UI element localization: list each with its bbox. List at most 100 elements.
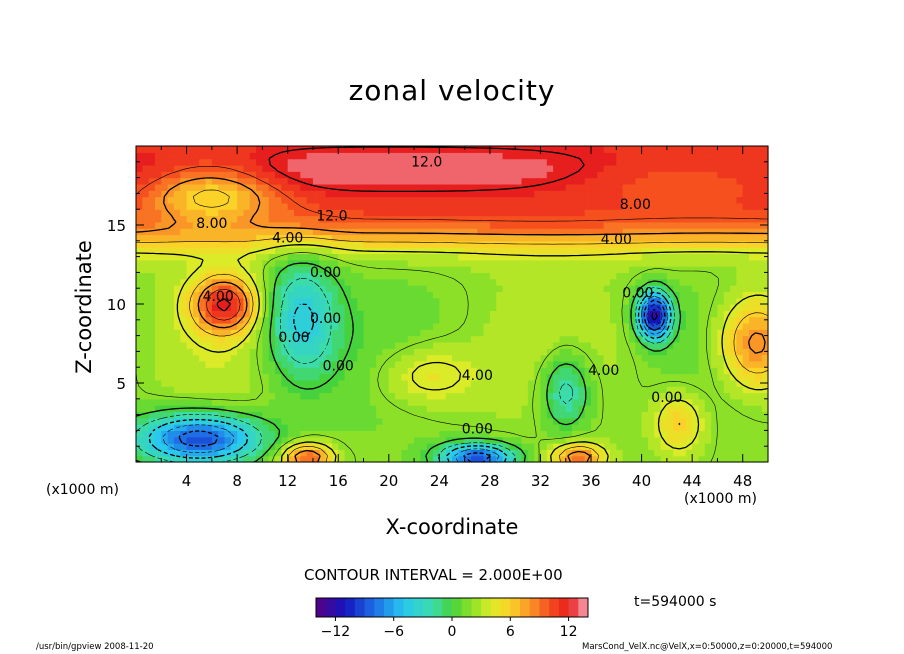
heatmap-cell bbox=[287, 335, 295, 343]
heatmap-cell bbox=[414, 272, 421, 280]
heatmap-cell bbox=[180, 367, 188, 375]
heatmap-cell bbox=[243, 379, 251, 387]
heatmap-cell bbox=[306, 354, 314, 362]
heatmap-cell bbox=[736, 449, 744, 457]
heatmap-cell bbox=[136, 278, 143, 286]
heatmap-cell bbox=[749, 304, 756, 311]
heatmap-cell bbox=[502, 152, 510, 160]
heatmap-cell bbox=[294, 291, 301, 299]
heatmap-cell bbox=[597, 373, 605, 381]
heatmap-cell bbox=[502, 190, 510, 198]
heatmap-cell bbox=[445, 272, 453, 280]
heatmap-cell bbox=[256, 221, 263, 229]
heatmap-cell bbox=[294, 411, 301, 419]
heatmap-cell bbox=[458, 196, 466, 204]
heatmap-cell bbox=[312, 259, 320, 267]
heatmap-cell bbox=[704, 329, 712, 337]
heatmap-cell bbox=[439, 247, 447, 255]
heatmap-cell bbox=[628, 158, 636, 166]
heatmap-cell bbox=[161, 411, 169, 419]
heatmap-cell bbox=[755, 152, 763, 160]
heatmap-cell bbox=[433, 322, 440, 330]
heatmap-cell bbox=[420, 430, 428, 438]
heatmap-cell bbox=[224, 455, 232, 463]
heatmap-cell bbox=[711, 240, 719, 248]
heatmap-cell bbox=[414, 278, 421, 286]
heatmap-cell bbox=[654, 272, 662, 280]
heatmap-cell bbox=[331, 247, 339, 255]
heatmap-cell bbox=[647, 272, 655, 280]
heatmap-cell bbox=[685, 354, 693, 362]
heatmap-cell bbox=[458, 424, 466, 431]
heatmap-cell bbox=[205, 253, 213, 261]
heatmap-cell bbox=[578, 310, 586, 318]
heatmap-cell bbox=[515, 228, 523, 236]
heatmap-cell bbox=[180, 360, 188, 368]
heatmap-cell bbox=[685, 443, 693, 450]
heatmap-cell bbox=[578, 398, 586, 406]
heatmap-cell bbox=[464, 278, 472, 286]
heatmap-cell bbox=[237, 240, 245, 248]
heatmap-cell bbox=[433, 190, 440, 198]
heatmap-cell bbox=[470, 417, 478, 425]
heatmap-cell bbox=[357, 202, 365, 210]
heatmap-cell bbox=[420, 196, 428, 204]
heatmap-cell bbox=[515, 367, 523, 375]
heatmap-cell bbox=[382, 183, 390, 191]
heatmap-cell bbox=[698, 405, 706, 413]
heatmap-cell bbox=[635, 411, 643, 419]
heatmap-cell bbox=[180, 177, 188, 185]
heatmap-cell bbox=[161, 430, 169, 438]
heatmap-cell bbox=[407, 202, 415, 210]
heatmap-cell bbox=[192, 221, 200, 229]
heatmap-cell bbox=[211, 379, 219, 387]
heatmap-cell bbox=[382, 405, 390, 413]
heatmap-cell bbox=[489, 411, 497, 419]
heatmap-cell bbox=[275, 373, 282, 381]
heatmap-cell bbox=[237, 164, 245, 172]
heatmap-cell bbox=[388, 291, 396, 299]
heatmap-cell bbox=[350, 341, 358, 349]
heatmap-cell bbox=[357, 405, 365, 413]
heatmap-cell bbox=[527, 183, 535, 191]
heatmap-cell bbox=[161, 221, 169, 229]
heatmap-cell bbox=[426, 253, 434, 261]
heatmap-cell bbox=[395, 146, 403, 153]
heatmap-cell bbox=[673, 190, 681, 198]
heatmap-cell bbox=[407, 379, 415, 387]
heatmap-cell bbox=[300, 386, 308, 394]
heatmap-cell bbox=[287, 367, 295, 375]
heatmap-cell bbox=[654, 285, 662, 292]
heatmap-cell bbox=[578, 335, 586, 343]
heatmap-cell bbox=[742, 304, 750, 311]
heatmap-cell bbox=[749, 183, 756, 191]
heatmap-cell bbox=[527, 329, 535, 337]
heatmap-cell bbox=[521, 152, 529, 160]
heatmap-cell bbox=[477, 221, 485, 229]
heatmap-cell bbox=[591, 373, 598, 381]
heatmap-cell bbox=[616, 405, 624, 413]
heatmap-cell bbox=[477, 196, 485, 204]
heatmap-cell bbox=[540, 152, 548, 160]
heatmap-cell bbox=[717, 398, 725, 406]
heatmap-cell bbox=[755, 221, 763, 229]
heatmap-cell bbox=[319, 158, 327, 166]
heatmap-cell bbox=[136, 398, 143, 406]
heatmap-cell bbox=[452, 158, 459, 166]
heatmap-cell bbox=[262, 430, 270, 438]
heatmap-cell bbox=[275, 266, 282, 273]
heatmap-cell bbox=[331, 322, 339, 330]
heatmap-cell bbox=[540, 304, 548, 311]
heatmap-cell bbox=[395, 424, 403, 431]
heatmap-cell bbox=[496, 202, 504, 210]
heatmap-cell bbox=[464, 259, 472, 267]
heatmap-cell bbox=[749, 158, 756, 166]
heatmap-cell bbox=[470, 209, 478, 217]
heatmap-cell bbox=[287, 177, 295, 185]
heatmap-cell bbox=[395, 158, 403, 166]
heatmap-cell bbox=[306, 247, 314, 255]
heatmap-cell bbox=[376, 449, 384, 457]
heatmap-cell bbox=[281, 405, 289, 413]
heatmap-cell bbox=[685, 367, 693, 375]
heatmap-cell bbox=[186, 430, 194, 438]
